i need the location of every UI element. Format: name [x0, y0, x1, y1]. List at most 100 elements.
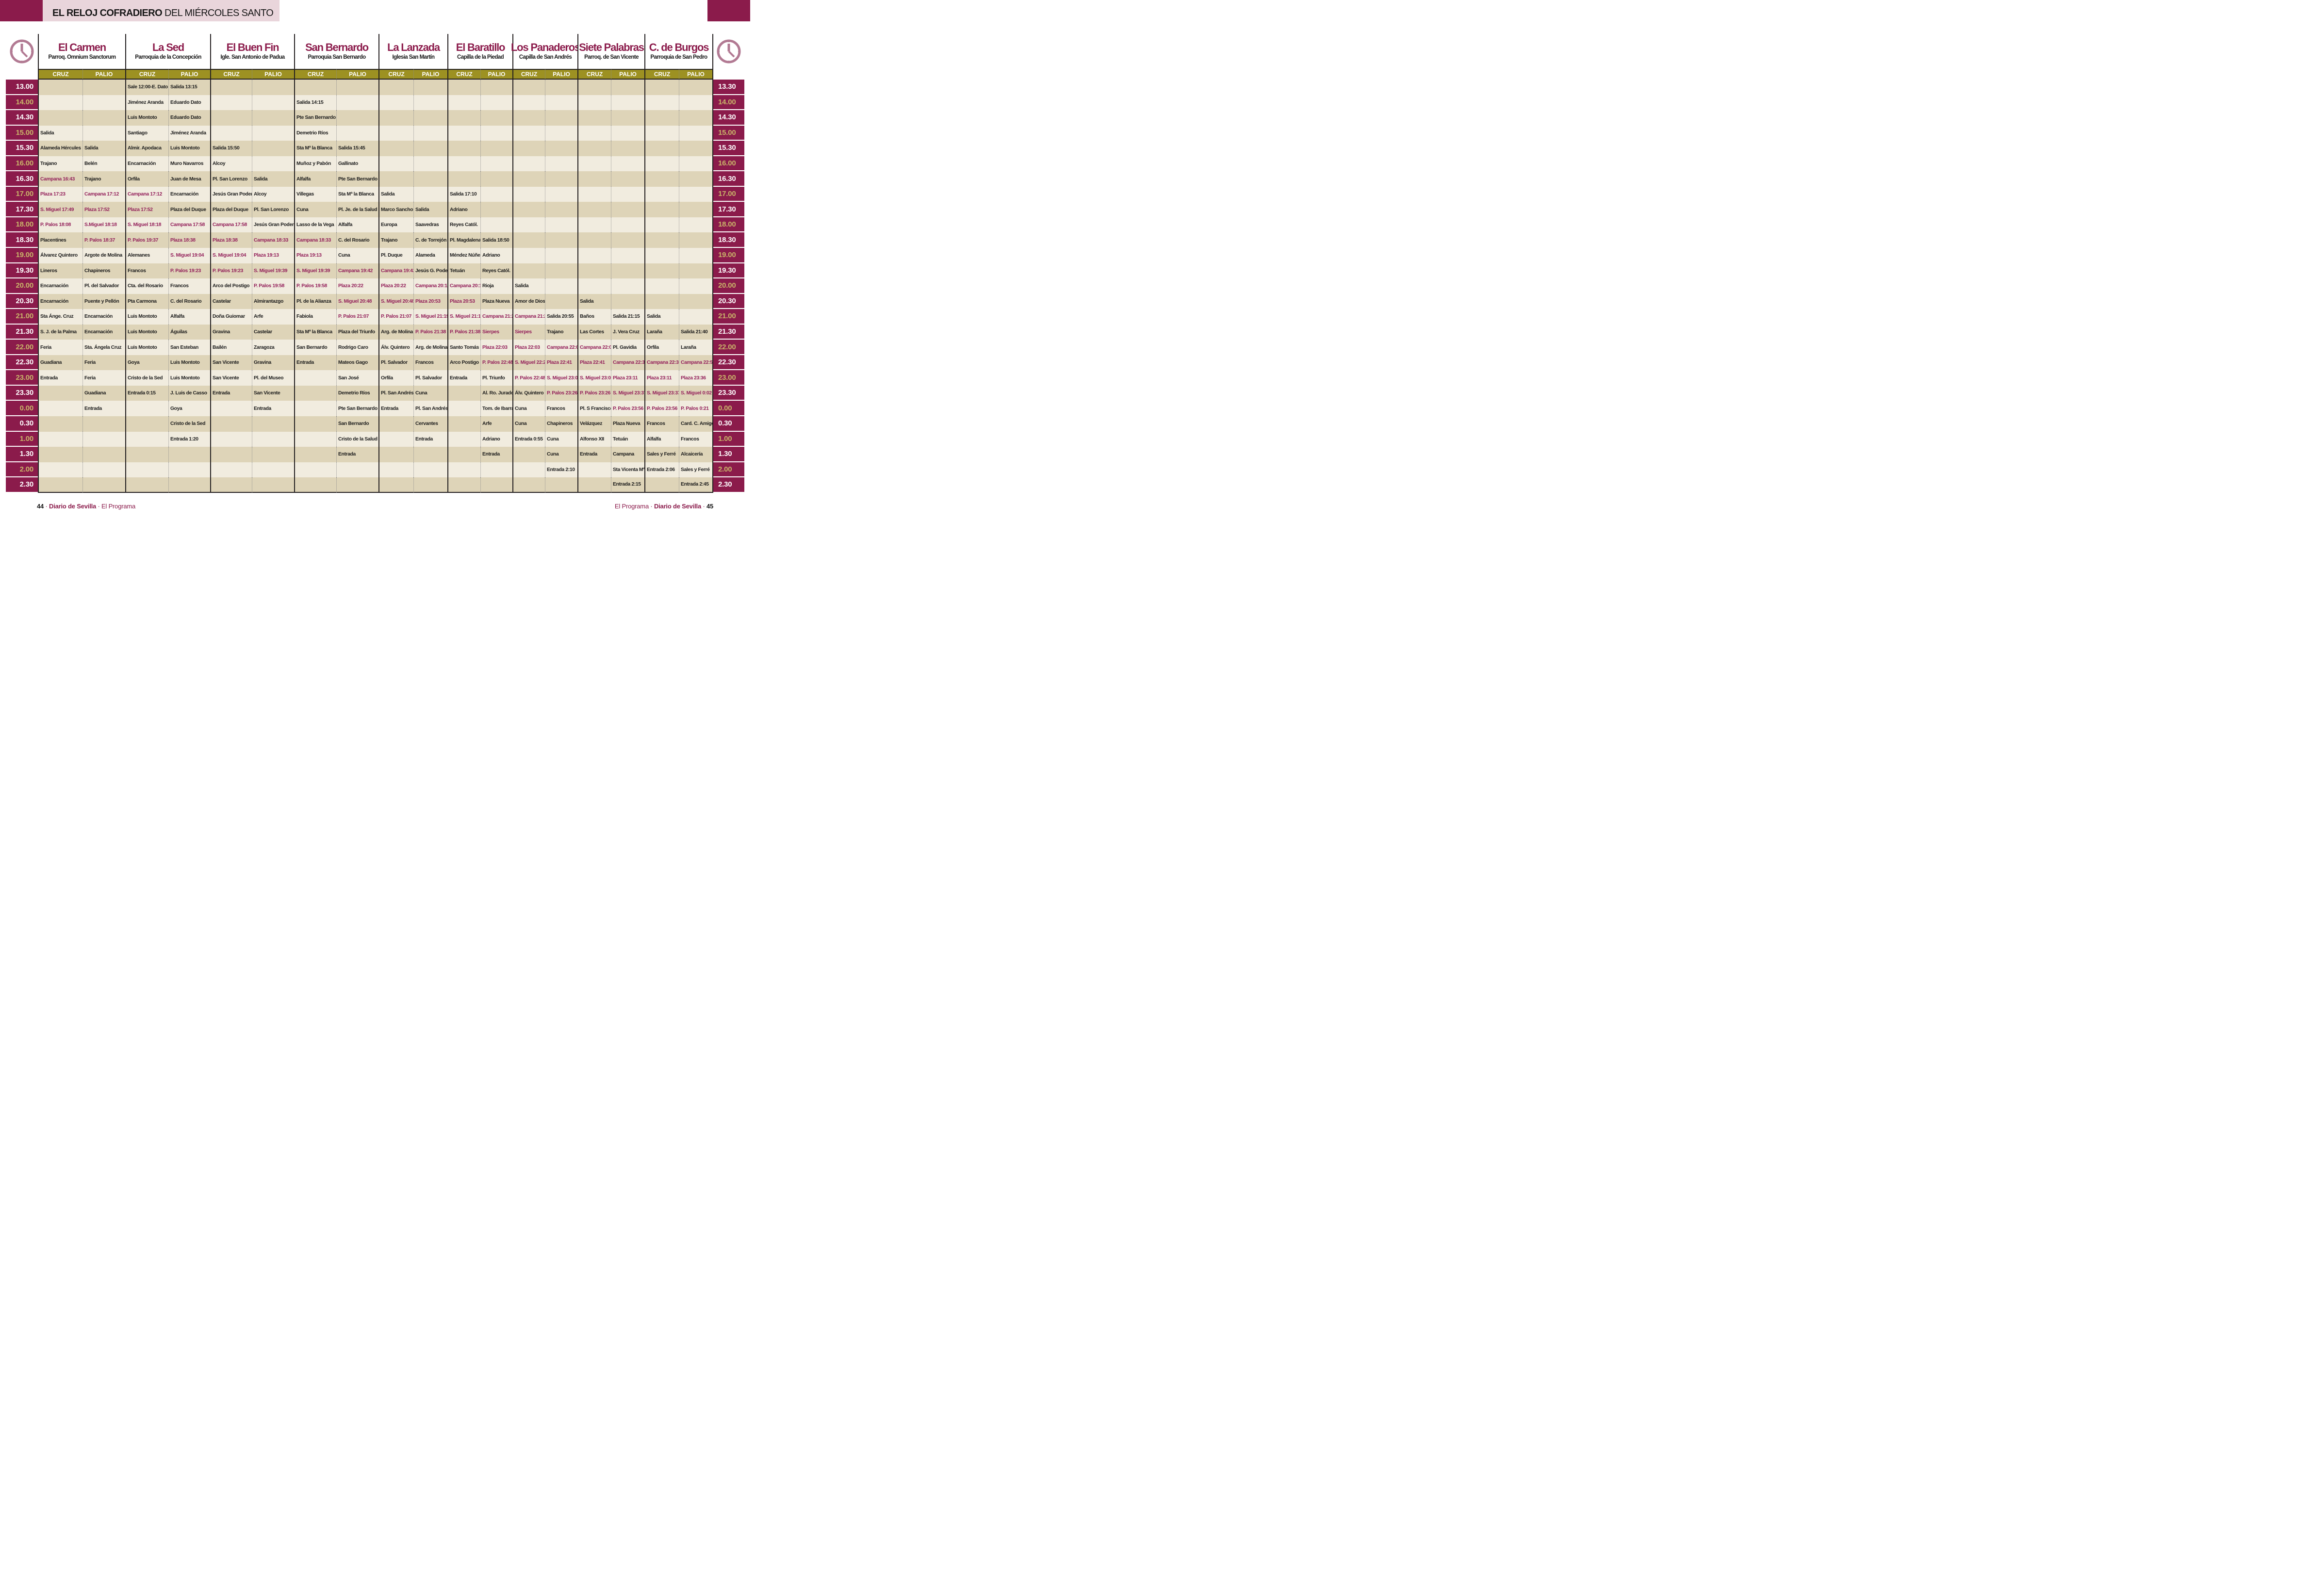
schedule-cell — [512, 125, 545, 141]
schedule-cell — [545, 477, 577, 493]
schedule-cell: Alfalfa — [336, 217, 378, 233]
schedule-cell — [644, 278, 679, 294]
schedule-cell — [168, 477, 210, 493]
parish-name: Parroquia de San Pedro — [650, 54, 707, 60]
time-cell-left: 18.30 — [6, 232, 38, 248]
olive-band-right-spacer — [713, 69, 744, 80]
schedule-cell: Juan de Mesa — [168, 171, 210, 187]
schedule-cell — [82, 80, 125, 95]
schedule-cell: S. Miguel 23:37 — [644, 385, 679, 401]
schedule-cell: Cta. del Rosario — [125, 278, 168, 294]
schedule-cell: Campana 22:31 — [644, 355, 679, 371]
schedule-cell: Encarnación — [38, 293, 82, 309]
schedule-cell — [611, 156, 644, 172]
schedule-cell — [447, 80, 480, 95]
schedule-cell: Plaza 22:03 — [480, 340, 512, 355]
time-cell-right: 16.00 — [713, 156, 744, 172]
cruz-label: CRUZ — [38, 69, 82, 80]
schedule-cell: Entrada — [577, 447, 611, 462]
schedule-cell: Plaza Nueva — [611, 416, 644, 432]
time-cell-right: 20.30 — [713, 293, 744, 309]
schedule-cell: Goya — [168, 401, 210, 417]
schedule-cell: Campana 16:43 — [38, 171, 82, 187]
cruz-label: CRUZ — [577, 69, 611, 80]
cruz-label: CRUZ — [512, 69, 545, 80]
footer-right: El Programa · Diario de Sevilla · 45 — [614, 503, 713, 510]
schedule-cell: Muro Navarros — [168, 156, 210, 172]
schedule-cell: Jesús G. Poder — [413, 263, 447, 279]
schedule-cell — [38, 80, 82, 95]
time-cell-right: 20.00 — [713, 278, 744, 294]
schedule-cell — [577, 263, 611, 279]
schedule-cell: P. Palos 19:37 — [125, 232, 168, 248]
schedule-cell — [611, 125, 644, 141]
schedule-cell — [336, 80, 378, 95]
schedule-cell — [679, 217, 713, 233]
schedule-cell — [545, 186, 577, 202]
time-cell-left: 18.00 — [6, 217, 38, 233]
schedule-cell: San Vicente — [210, 370, 252, 386]
schedule-cell — [545, 217, 577, 233]
column-header-c-de-burgos: C. de Burgos Parroquia de San Pedro — [644, 34, 713, 69]
schedule-cell: Campana 17:12 — [125, 186, 168, 202]
schedule-cell: Feria — [38, 340, 82, 355]
brotherhood-name: El Baratillo — [456, 41, 506, 54]
time-cell-right: 2.00 — [713, 462, 744, 478]
schedule-cell — [82, 447, 125, 462]
schedule-cell: Cuna — [413, 385, 447, 401]
timetable: El Carmen Parroq. Omnium Sanctorum La Sed P… — [6, 34, 744, 493]
schedule-cell: Orfila — [378, 370, 413, 386]
schedule-cell: P. Palos 22:48 — [512, 370, 545, 386]
schedule-cell: Tetuán — [611, 431, 644, 447]
schedule-cell: Pl. S Francisco — [577, 401, 611, 417]
schedule-cell — [413, 141, 447, 156]
schedule-cell: Orfila — [644, 340, 679, 355]
schedule-cell — [577, 186, 611, 202]
schedule-cell: Entrada 0:55 — [512, 431, 545, 447]
schedule-cell: Sales y Ferré — [679, 462, 713, 478]
schedule-cell — [644, 186, 679, 202]
schedule-cell: Campana 20:13 — [447, 278, 480, 294]
time-cell-right: 13.30 — [713, 80, 744, 95]
schedule-cell: Amor de Dios — [512, 293, 545, 309]
schedule-cell: Entrada — [447, 370, 480, 386]
schedule-cell — [82, 416, 125, 432]
schedule-cell: Entrada — [38, 370, 82, 386]
schedule-cell — [577, 278, 611, 294]
column-header-san-bernardo: San Bernardo Parroquia San Bernardo — [294, 34, 378, 69]
schedule-cell: Las Cortes — [577, 324, 611, 340]
schedule-cell: Álv. Quintero — [378, 340, 413, 355]
schedule-cell: Entrada 2:10 — [545, 462, 577, 478]
schedule-cell: Sale 12:00-E. Dato — [125, 80, 168, 95]
schedule-cell — [413, 477, 447, 493]
palio-label: PALIO — [252, 69, 294, 80]
schedule-cell: Álvarez Quintero — [38, 248, 82, 263]
schedule-cell: Arfe — [480, 416, 512, 432]
schedule-cell — [447, 141, 480, 156]
schedule-cell: Entrada — [480, 447, 512, 462]
schedule-cell: Pl. Duque — [378, 248, 413, 263]
schedule-cell: Plaza 20:53 — [447, 293, 480, 309]
schedule-cell — [447, 156, 480, 172]
schedule-cell: Santiago — [125, 125, 168, 141]
schedule-cell: Feria — [82, 370, 125, 386]
schedule-cell: Entrada — [336, 447, 378, 462]
schedule-cell: Plaza 20:22 — [336, 278, 378, 294]
schedule-cell: S. Miguel 19:39 — [294, 263, 336, 279]
schedule-cell: Rodrigo Caro — [336, 340, 378, 355]
schedule-cell: Cuna — [336, 248, 378, 263]
schedule-cell: Luis Montoto — [125, 340, 168, 355]
schedule-cell: Campana 20:13 — [413, 278, 447, 294]
schedule-cell: Campana 17:58 — [210, 217, 252, 233]
schedule-cell: Reyes Catól. — [447, 217, 480, 233]
schedule-cell: Pte San Bernardo — [294, 110, 336, 126]
schedule-cell: San Bernardo — [336, 416, 378, 432]
schedule-cell: Pl. Magdalena — [447, 232, 480, 248]
schedule-cell: P. Palos 18:37 — [82, 232, 125, 248]
schedule-cell: S. Miguel 19:04 — [168, 248, 210, 263]
schedule-cell: Francos — [125, 263, 168, 279]
schedule-cell — [413, 110, 447, 126]
schedule-cell — [679, 141, 713, 156]
schedule-cell: Pl. de la Alianza — [294, 293, 336, 309]
schedule-cell: Al. Ro. Jurado — [480, 385, 512, 401]
